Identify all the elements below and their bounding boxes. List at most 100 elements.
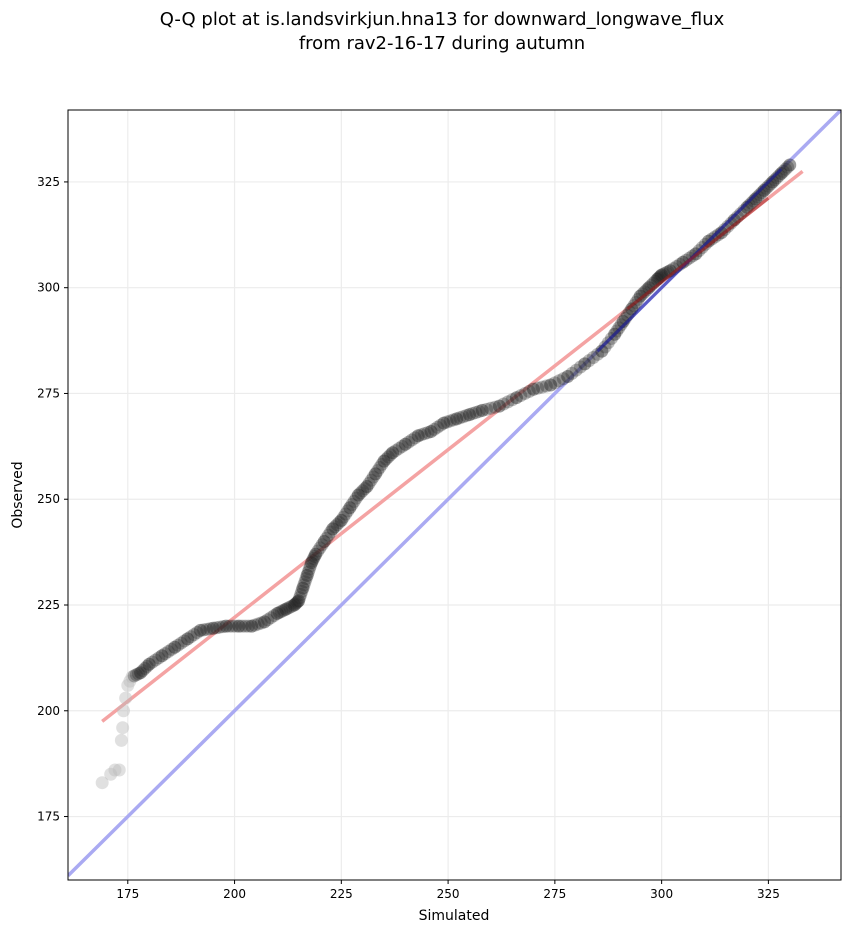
qq-point-interp [414, 428, 428, 442]
qq-point [509, 391, 523, 405]
qq-point-interp [222, 619, 236, 633]
qq-point-interp [285, 599, 299, 613]
x-tick-label: 275 [543, 887, 566, 901]
qq-point-interp [354, 486, 368, 500]
qq-point-interp [293, 591, 307, 605]
qq-point [134, 666, 148, 680]
qq-point-interp [430, 420, 444, 434]
qq-point [117, 704, 131, 718]
qq-point-interp [149, 653, 163, 667]
qq-point-interp [586, 351, 600, 364]
qq-point-interp [744, 196, 758, 210]
qq-point-interp [446, 413, 460, 427]
qq-point-interp [311, 544, 325, 558]
qq-point-interp [776, 164, 790, 178]
qq-point [219, 619, 233, 633]
qq-point [206, 621, 220, 635]
qq-point-interp [209, 621, 223, 635]
qq-point [351, 488, 365, 502]
qq-point-interp [753, 188, 767, 202]
qq-point-interp [216, 620, 230, 634]
qq-point [168, 640, 182, 654]
plot-frame [67, 109, 842, 881]
qq-point-interp [746, 194, 760, 208]
qq-point-interp [469, 406, 483, 419]
qq-point-interp [138, 661, 152, 675]
qq-point-interp [505, 393, 519, 407]
x-tick-label: 200 [223, 887, 246, 901]
qq-point-interp [472, 404, 486, 418]
qq-point [360, 480, 374, 494]
qq-point [193, 623, 207, 637]
x-axis-label: Simulated [419, 908, 490, 924]
qq-point [527, 382, 541, 396]
qq-point-interp [264, 611, 278, 625]
qq-point-interp [635, 287, 649, 301]
qq-point-interp [770, 171, 784, 185]
qq-point-interp [313, 541, 327, 555]
qq-point-interp [539, 379, 553, 393]
y-tick-label: 300 [37, 281, 60, 295]
qq-point [386, 446, 400, 460]
chart-title-line-1: Q-Q plot at is.landsvirkjun.hna13 for do… [160, 9, 725, 30]
qq-point [95, 776, 109, 790]
qq-point-interp [127, 669, 141, 683]
qq-point-interp [272, 605, 286, 619]
qq-point [317, 535, 331, 549]
qq-point-interp [190, 626, 204, 639]
qq-point [475, 403, 489, 417]
qq-point [116, 721, 130, 735]
qq-point-interp [402, 435, 416, 449]
qq-point [300, 568, 314, 582]
qq-point-interp [158, 647, 172, 661]
qq-point-interp [184, 630, 198, 644]
qq-point-interp [518, 386, 532, 400]
qq-point-interp [267, 609, 281, 623]
x-tick-label: 325 [757, 887, 780, 901]
qq-point [783, 158, 797, 172]
qq-point-interp [254, 616, 268, 630]
qq-point [114, 733, 128, 747]
qq-point-interp [235, 619, 249, 633]
qq-point [616, 315, 630, 329]
qq-point-interp [778, 162, 792, 176]
qq-point [437, 416, 451, 430]
qq-point [112, 763, 126, 777]
qq-point [181, 632, 195, 646]
qq-point-interp [781, 160, 795, 174]
qq-point-interp [358, 482, 372, 496]
qq-point-interp [742, 198, 756, 212]
qq-point-interp [373, 461, 387, 474]
qq-point [232, 619, 246, 633]
qq-point [561, 370, 575, 384]
qq-point-interp [200, 622, 214, 636]
qq-point-interp [466, 407, 480, 421]
qq-point-interp [295, 584, 309, 598]
qq-point-interp [552, 374, 566, 388]
qq-point-interp [453, 411, 467, 425]
qq-point-interp [161, 645, 175, 659]
qq-point-interp [213, 620, 227, 634]
overlay-layer [596, 168, 783, 353]
y-axis-label: Observed [10, 461, 26, 528]
qq-point [123, 674, 137, 688]
qq-point-interp [319, 531, 333, 545]
qq-point-interp [275, 604, 289, 618]
qq-point-interp [759, 181, 773, 195]
qq-point-interp [501, 395, 515, 409]
qq-point-interp [283, 600, 297, 614]
qq-point [121, 678, 135, 692]
points-layer [95, 158, 797, 790]
qq-point [578, 357, 592, 371]
qq-point-interp [721, 219, 735, 233]
qq-point-interp [755, 186, 769, 199]
qq-point-interp [751, 190, 765, 204]
qq-point [343, 501, 357, 515]
qq-point-interp [308, 549, 322, 563]
qq-point-interp [302, 562, 316, 576]
qq-point [424, 425, 438, 439]
qq-point-interp [328, 520, 342, 534]
qq-point-interp [277, 603, 291, 617]
qq-point-interp [383, 448, 397, 462]
qq-point [125, 670, 139, 684]
